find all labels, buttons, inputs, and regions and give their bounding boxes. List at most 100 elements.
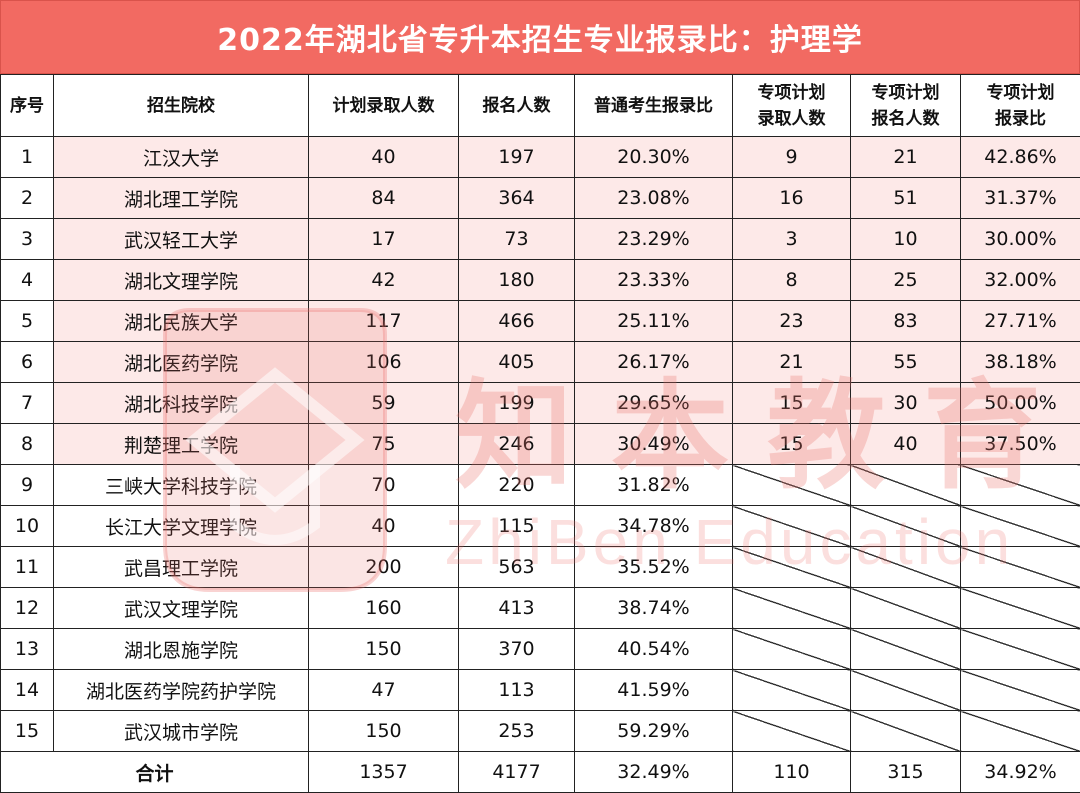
empty-special-cell [961, 506, 1080, 547]
special-admit-count: 3 [733, 219, 851, 260]
ratio-value: 41.59% [575, 670, 733, 711]
applicant-count: 220 [459, 465, 575, 506]
row-number: 13 [1, 629, 54, 670]
applicant-count: 199 [459, 383, 575, 424]
row-number: 7 [1, 383, 54, 424]
empty-special-cell [733, 711, 851, 752]
ratio-value: 23.33% [575, 260, 733, 301]
applicant-count: 370 [459, 629, 575, 670]
row-number: 3 [1, 219, 54, 260]
empty-special-cell [851, 547, 961, 588]
school-name: 武昌理工学院 [54, 547, 309, 588]
special-admit-count: 15 [733, 424, 851, 465]
ratio-value: 38.74% [575, 588, 733, 629]
ratio-value: 26.17% [575, 342, 733, 383]
row-number: 1 [1, 137, 54, 178]
special-admit-count: 15 [733, 383, 851, 424]
school-name: 武汉城市学院 [54, 711, 309, 752]
total-plan: 1357 [309, 752, 459, 793]
applicant-count: 364 [459, 178, 575, 219]
special-ratio-value: 32.00% [961, 260, 1080, 301]
school-name: 湖北理工学院 [54, 178, 309, 219]
col-header-plan: 计划录取人数 [309, 75, 459, 137]
applicant-count: 197 [459, 137, 575, 178]
plan-count: 40 [309, 506, 459, 547]
plan-count: 200 [309, 547, 459, 588]
applicant-count: 115 [459, 506, 575, 547]
empty-special-cell [961, 588, 1080, 629]
plan-count: 59 [309, 383, 459, 424]
applicant-count: 466 [459, 301, 575, 342]
total-special-admit: 110 [733, 752, 851, 793]
empty-special-cell [961, 547, 1080, 588]
plan-count: 40 [309, 137, 459, 178]
school-name: 湖北科技学院 [54, 383, 309, 424]
ratio-value: 40.54% [575, 629, 733, 670]
plan-count: 160 [309, 588, 459, 629]
applicant-count: 563 [459, 547, 575, 588]
row-number: 11 [1, 547, 54, 588]
plan-count: 75 [309, 424, 459, 465]
plan-count: 84 [309, 178, 459, 219]
applicant-count: 253 [459, 711, 575, 752]
total-ratio: 32.49% [575, 752, 733, 793]
special-ratio-value: 27.71% [961, 301, 1080, 342]
school-name: 湖北文理学院 [54, 260, 309, 301]
school-name: 荆楚理工学院 [54, 424, 309, 465]
row-number: 4 [1, 260, 54, 301]
applicant-count: 180 [459, 260, 575, 301]
ratio-value: 20.30% [575, 137, 733, 178]
special-apply-count: 21 [851, 137, 961, 178]
ratio-value: 29.65% [575, 383, 733, 424]
school-name: 湖北医药学院 [54, 342, 309, 383]
applicant-count: 73 [459, 219, 575, 260]
ratio-value: 34.78% [575, 506, 733, 547]
row-number: 5 [1, 301, 54, 342]
plan-count: 150 [309, 629, 459, 670]
school-name: 长江大学文理学院 [54, 506, 309, 547]
empty-special-cell [851, 629, 961, 670]
empty-special-cell [961, 711, 1080, 752]
col-header-no: 序号 [1, 75, 54, 137]
ratio-value: 30.49% [575, 424, 733, 465]
school-name: 三峡大学科技学院 [54, 465, 309, 506]
empty-special-cell [733, 547, 851, 588]
ratio-value: 23.08% [575, 178, 733, 219]
row-number: 15 [1, 711, 54, 752]
plan-count: 106 [309, 342, 459, 383]
row-number: 2 [1, 178, 54, 219]
empty-special-cell [733, 629, 851, 670]
col-header-ratio: 普通考生报录比 [575, 75, 733, 137]
empty-special-cell [851, 465, 961, 506]
applicant-count: 413 [459, 588, 575, 629]
special-admit-count: 16 [733, 178, 851, 219]
empty-special-cell [733, 506, 851, 547]
empty-special-cell [733, 670, 851, 711]
special-ratio-value: 37.50% [961, 424, 1080, 465]
special-ratio-value: 50.00% [961, 383, 1080, 424]
empty-special-cell [961, 629, 1080, 670]
total-row: 合计 1357 4177 32.49% 110 315 34.92% [1, 752, 1080, 793]
plan-count: 117 [309, 301, 459, 342]
special-apply-count: 10 [851, 219, 961, 260]
plan-count: 42 [309, 260, 459, 301]
col-header-applicants: 报名人数 [459, 75, 575, 137]
total-applicants: 4177 [459, 752, 575, 793]
ratio-value: 59.29% [575, 711, 733, 752]
special-apply-count: 51 [851, 178, 961, 219]
school-name: 武汉轻工大学 [54, 219, 309, 260]
special-admit-count: 21 [733, 342, 851, 383]
